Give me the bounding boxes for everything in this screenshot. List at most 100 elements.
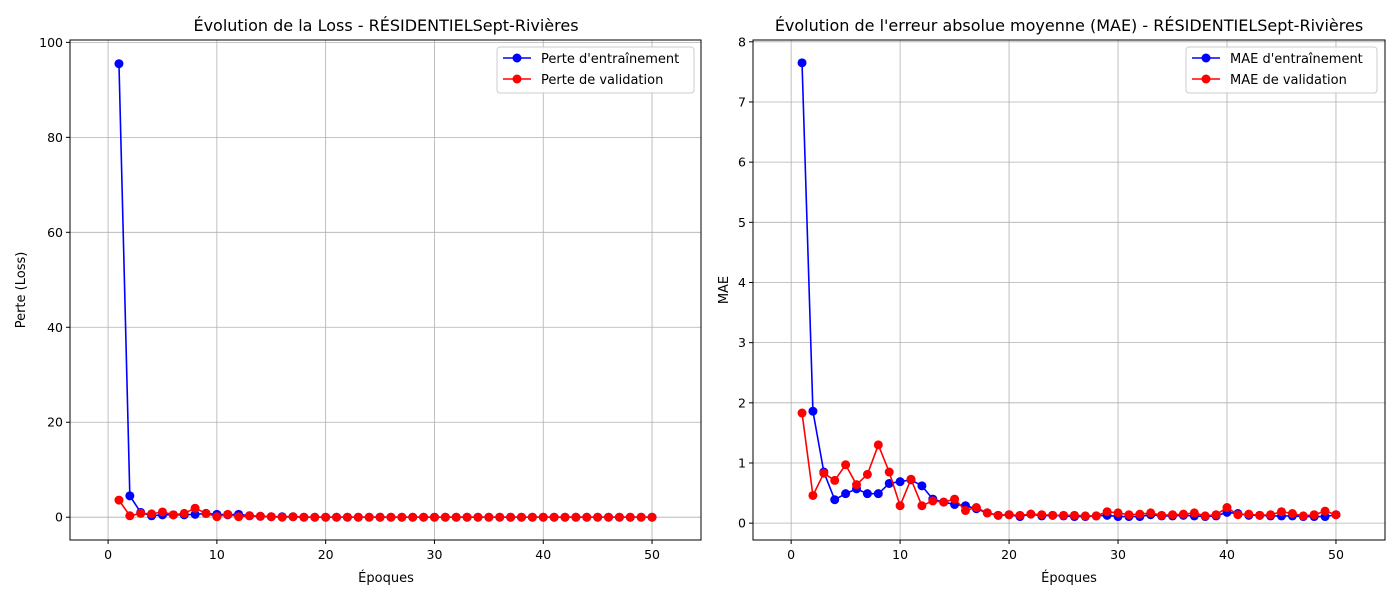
loss-data-point-val bbox=[440, 512, 450, 522]
loss-chart: Évolution de la Loss - RÉSIDENTIELSept-R… bbox=[14, 16, 702, 586]
mae-data-point-val bbox=[1276, 507, 1286, 517]
loss-data-point-val bbox=[429, 512, 439, 522]
mae-data-point-val bbox=[895, 501, 905, 511]
loss-chart-legend: Perte d'entraînement Perte de validation bbox=[496, 46, 695, 94]
mae-data-point-val bbox=[971, 503, 981, 513]
loss-data-point-val bbox=[234, 512, 244, 522]
loss-data-point-val bbox=[342, 512, 352, 522]
mae-data-point-val bbox=[1080, 511, 1090, 521]
mae-x-tick-label: 30 bbox=[1110, 547, 1126, 562]
mae-data-point-val bbox=[1244, 509, 1254, 519]
loss-data-point-val bbox=[125, 511, 135, 521]
mae-data-point-val bbox=[1255, 510, 1265, 520]
loss-y-tick-label: 60 bbox=[47, 225, 63, 240]
mae-data-point-val bbox=[841, 460, 851, 470]
mae-data-point-train bbox=[830, 495, 840, 505]
loss-data-point-val bbox=[212, 512, 222, 522]
loss-data-point-val bbox=[266, 512, 276, 522]
mae-data-point-val bbox=[852, 480, 862, 490]
loss-y-tick-label: 40 bbox=[47, 320, 63, 335]
loss-chart-x-axis-label: Époques bbox=[358, 570, 414, 586]
loss-data-point-val bbox=[201, 508, 211, 518]
loss-data-point-val bbox=[451, 512, 461, 522]
mae-data-point-train bbox=[841, 489, 851, 499]
mae-y-tick-label: 3 bbox=[738, 335, 746, 350]
mae-data-point-val bbox=[1113, 508, 1123, 518]
loss-data-point-val bbox=[538, 512, 548, 522]
mae-chart-y-axis-label: MAE bbox=[717, 276, 732, 304]
mae-x-tick-label: 0 bbox=[787, 547, 795, 562]
loss-data-point-val bbox=[647, 512, 657, 522]
loss-data-point-val bbox=[614, 512, 624, 522]
legend-label-val-loss: Perte de validation bbox=[541, 73, 663, 88]
loss-chart-x-ticks: 0 10 20 30 40 50 bbox=[104, 540, 660, 562]
legend-label-train-mae: MAE d'entraînement bbox=[1230, 52, 1363, 67]
mae-chart-legend: MAE d'entraînement MAE de validation bbox=[1185, 46, 1378, 94]
mae-chart-x-axis-label: Époques bbox=[1041, 570, 1097, 586]
loss-x-tick-label: 40 bbox=[535, 547, 551, 562]
mae-data-point-val bbox=[1015, 510, 1025, 520]
legend-marker-train-loss bbox=[512, 53, 522, 63]
loss-data-point-val bbox=[179, 508, 189, 518]
loss-x-tick-label: 30 bbox=[427, 547, 443, 562]
loss-data-point-val bbox=[473, 512, 483, 522]
loss-data-point-val bbox=[245, 511, 255, 521]
loss-chart-series bbox=[114, 59, 657, 522]
mae-data-point-val bbox=[862, 469, 872, 479]
loss-data-point-val bbox=[397, 512, 407, 522]
mae-data-point-val bbox=[917, 501, 927, 511]
loss-x-tick-label: 0 bbox=[104, 547, 112, 562]
mae-series-line-train bbox=[801, 62, 1337, 518]
mae-data-point-val bbox=[830, 475, 840, 485]
mae-data-point-val bbox=[1222, 503, 1232, 513]
loss-y-tick-label: 100 bbox=[39, 35, 63, 50]
mae-data-point-val bbox=[982, 508, 992, 518]
loss-chart-title: Évolution de la Loss - RÉSIDENTIELSept-R… bbox=[193, 16, 578, 35]
loss-chart-y-ticks: 0 20 40 60 80 100 bbox=[39, 35, 70, 525]
loss-data-point-val bbox=[582, 512, 592, 522]
mae-data-point-val bbox=[1124, 510, 1134, 520]
legend-label-train-loss: Perte d'entraînement bbox=[541, 52, 679, 67]
loss-chart-plot-area bbox=[69, 39, 702, 541]
loss-data-point-val bbox=[299, 512, 309, 522]
mae-data-point-val bbox=[1233, 510, 1243, 520]
mae-data-point-val bbox=[1146, 508, 1156, 518]
legend-label-val-mae: MAE de validation bbox=[1230, 73, 1347, 88]
loss-data-point-val bbox=[114, 495, 124, 505]
loss-data-point-val bbox=[353, 512, 363, 522]
mae-data-point-val bbox=[1059, 510, 1069, 520]
loss-series-line-train bbox=[118, 63, 653, 519]
loss-chart-grid bbox=[70, 40, 701, 540]
loss-data-point-val bbox=[168, 510, 178, 520]
mae-data-point-val bbox=[1331, 510, 1341, 520]
mae-chart-grid bbox=[753, 40, 1385, 540]
mae-chart: Évolution de l'erreur absolue moyenne (M… bbox=[717, 16, 1386, 586]
mae-chart-series bbox=[797, 58, 1341, 522]
loss-data-point-val bbox=[549, 512, 559, 522]
mae-y-tick-label: 2 bbox=[738, 395, 746, 410]
mae-data-point-val bbox=[873, 440, 883, 450]
loss-data-point-val bbox=[625, 512, 635, 522]
loss-data-point-val bbox=[408, 512, 418, 522]
loss-data-point-val bbox=[484, 512, 494, 522]
mae-data-point-val bbox=[1189, 508, 1199, 518]
mae-data-point-val bbox=[1168, 510, 1178, 520]
loss-chart-y-axis-label: Perte (Loss) bbox=[14, 252, 29, 329]
loss-data-point-val bbox=[364, 512, 374, 522]
mae-data-point-val bbox=[906, 474, 916, 484]
mae-data-point-val bbox=[1266, 510, 1276, 520]
mae-data-point-val bbox=[1069, 510, 1079, 520]
loss-data-point-val bbox=[527, 512, 537, 522]
loss-data-point-val bbox=[516, 512, 526, 522]
mae-data-point-val bbox=[1102, 507, 1112, 517]
mae-chart-legend-box bbox=[1185, 46, 1378, 94]
loss-data-point-train bbox=[190, 509, 200, 519]
mae-data-point-val bbox=[1309, 510, 1319, 520]
mae-x-tick-label: 20 bbox=[1001, 547, 1017, 562]
mae-data-point-val bbox=[950, 494, 960, 504]
loss-x-tick-label: 10 bbox=[209, 547, 225, 562]
mae-data-point-val bbox=[1026, 509, 1036, 519]
loss-data-point-val bbox=[495, 512, 505, 522]
mae-chart-title: Évolution de l'erreur absolue moyenne (M… bbox=[775, 16, 1363, 35]
